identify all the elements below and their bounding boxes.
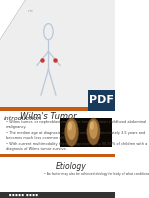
Ellipse shape bbox=[89, 120, 98, 139]
Bar bbox=[88, 90, 115, 111]
Bar bbox=[0, 111, 115, 154]
Text: • The median age at diagnosis of Wilms tumor is approximately 3.5 years and beco: • The median age at diagnosis of Wilms t… bbox=[6, 131, 145, 140]
Text: PDF: PDF bbox=[89, 95, 114, 106]
Bar bbox=[0, 192, 115, 198]
Bar bbox=[0, 0, 115, 108]
Bar bbox=[0, 157, 115, 192]
Text: • With current multimodality therapy, approximately 90-95% of children with a di: • With current multimodality therapy, ap… bbox=[6, 142, 147, 151]
Text: introduction: introduction bbox=[3, 116, 42, 121]
Text: • Wilms tumor, or nephroblastoma, is the most common childhood abdominal maligna: • Wilms tumor, or nephroblastoma, is the… bbox=[6, 120, 146, 129]
Ellipse shape bbox=[67, 120, 76, 140]
Text: Wilm's Tumor: Wilm's Tumor bbox=[20, 112, 77, 121]
Ellipse shape bbox=[67, 122, 72, 131]
Text: • An factor may also be achieved etiology for body of what conditions: • An factor may also be achieved etiolog… bbox=[44, 172, 149, 176]
Ellipse shape bbox=[90, 122, 94, 130]
Bar bbox=[60, 118, 112, 147]
Bar bbox=[0, 154, 115, 157]
Ellipse shape bbox=[87, 118, 100, 145]
Polygon shape bbox=[0, 0, 25, 40]
Bar bbox=[0, 107, 115, 111]
Text: .ric: .ric bbox=[28, 9, 34, 13]
Text: Etiology: Etiology bbox=[56, 162, 87, 171]
Ellipse shape bbox=[65, 118, 79, 146]
Text: ■ ■ ■ ■ ■   ■ ■ ■ ■: ■ ■ ■ ■ ■ ■ ■ ■ ■ bbox=[9, 193, 38, 197]
